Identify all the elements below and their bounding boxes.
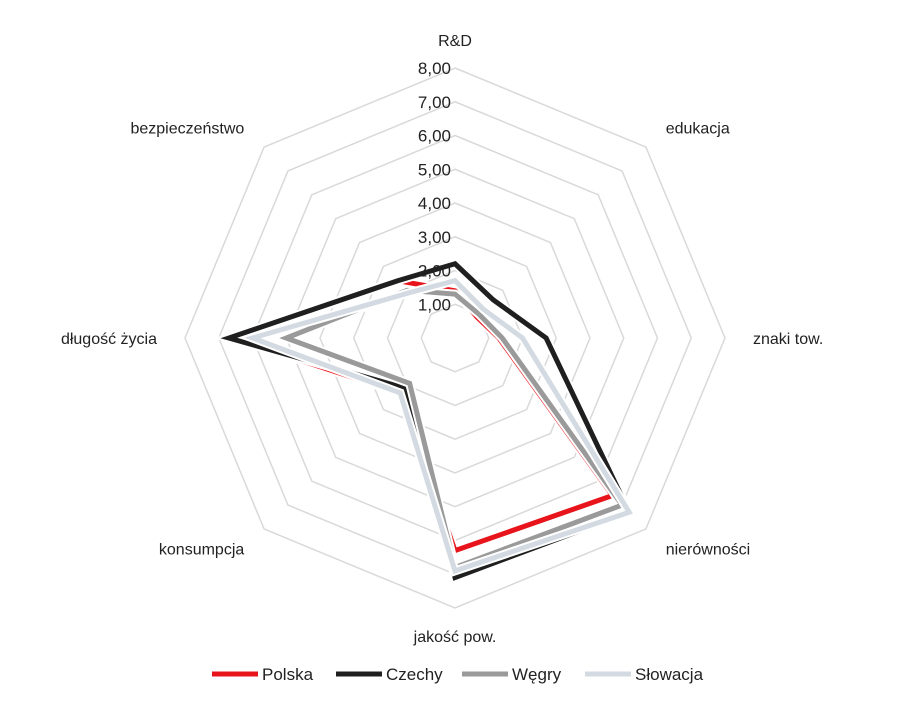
axis-label: bezpieczeństwo: [130, 120, 244, 137]
legend: Polska Czechy Węgry Słowacja: [212, 665, 704, 684]
legend-label: Czechy: [386, 665, 443, 684]
tick-label: 7,00: [418, 93, 451, 112]
tick-label: 6,00: [418, 127, 451, 146]
legend-label: Polska: [262, 665, 314, 684]
tick-label: 3,00: [418, 228, 451, 247]
axis-label: długość życia: [61, 331, 157, 348]
legend-label: Węgry: [512, 665, 562, 684]
series-group: [213, 258, 636, 584]
tick-label: 5,00: [418, 160, 451, 179]
axis-label: znaki tow.: [753, 331, 823, 348]
series-line-3: [244, 277, 633, 575]
tick-label: 8,00: [418, 59, 451, 78]
axis-label: jakość pow.: [413, 629, 497, 646]
grid-ring: [285, 168, 625, 508]
tick-label: 1,00: [418, 295, 451, 314]
axis-label: R&D: [438, 33, 472, 50]
tick-label: 2,00: [418, 262, 451, 281]
axis-label: edukacja: [666, 120, 730, 137]
axis-label: nierówności: [666, 542, 750, 559]
grid-ring: [319, 202, 591, 474]
tick-labels: 1,00 2,00 3,00 4,00 5,00 6,00 7,00 8,00: [418, 59, 451, 314]
tick-label: 4,00: [418, 194, 451, 213]
axis-labels: R&D edukacja znaki tow. nierówności jakość p…: [61, 33, 823, 646]
axis-label: konsumpcja: [159, 542, 244, 559]
legend-label: Słowacja: [635, 665, 704, 684]
grid-ring: [184, 67, 726, 609]
series-line-1: [220, 260, 633, 581]
